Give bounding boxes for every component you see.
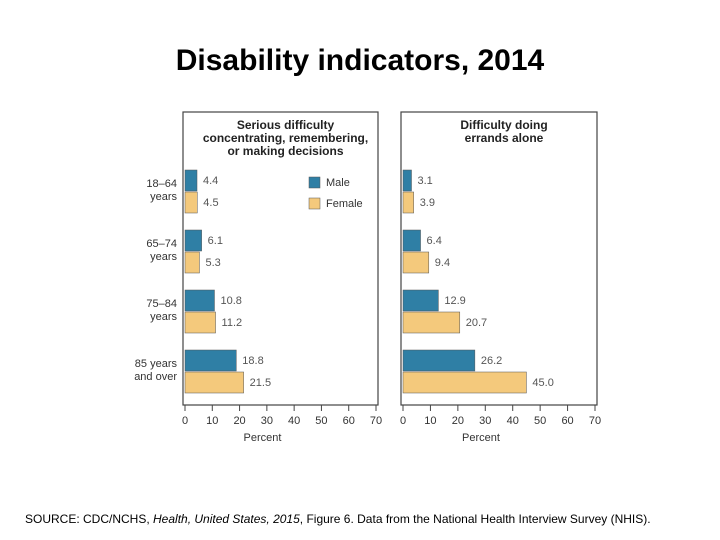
bar bbox=[402, 169, 412, 192]
bar bbox=[184, 169, 198, 192]
panel-title: or making decisions bbox=[227, 144, 343, 158]
x-tick-label: 10 bbox=[206, 415, 218, 427]
source-suffix: , Figure 6. Data from the National Healt… bbox=[300, 512, 651, 526]
legend-label: Female bbox=[326, 198, 363, 210]
value-label: 6.4 bbox=[427, 235, 442, 247]
bar bbox=[402, 229, 421, 252]
value-label: 3.9 bbox=[420, 197, 435, 209]
category-label: years bbox=[150, 251, 177, 263]
panel-title: errands alone bbox=[465, 131, 544, 145]
x-tick-label: 70 bbox=[589, 415, 601, 427]
value-label: 5.3 bbox=[205, 257, 220, 269]
value-label: 20.7 bbox=[466, 317, 487, 329]
bar bbox=[184, 229, 202, 252]
x-tick-label: 50 bbox=[534, 415, 546, 427]
x-axis-label: Percent bbox=[462, 432, 500, 444]
bar bbox=[402, 289, 439, 312]
x-tick-label: 70 bbox=[370, 415, 382, 427]
bar bbox=[184, 311, 216, 334]
bar bbox=[184, 191, 198, 214]
bar bbox=[184, 349, 237, 372]
bar bbox=[184, 371, 244, 394]
value-label: 12.9 bbox=[444, 295, 465, 307]
value-label: 45.0 bbox=[532, 377, 553, 389]
x-tick-label: 50 bbox=[315, 415, 327, 427]
page-title: Disability indicators, 2014 bbox=[176, 44, 545, 77]
value-label: 9.4 bbox=[435, 257, 450, 269]
value-label: 6.1 bbox=[208, 235, 223, 247]
category-label: 85 years bbox=[135, 358, 178, 370]
category-label: 75–84 bbox=[146, 298, 177, 310]
category-label: 65–74 bbox=[146, 238, 177, 250]
x-tick-label: 20 bbox=[452, 415, 464, 427]
x-tick-label: 40 bbox=[288, 415, 300, 427]
category-label: years bbox=[150, 191, 177, 203]
bar bbox=[402, 371, 527, 394]
category-label: 18–64 bbox=[146, 178, 177, 190]
bar bbox=[184, 251, 200, 274]
source-prefix: SOURCE: CDC/NCHS, bbox=[25, 512, 153, 526]
value-label: 26.2 bbox=[481, 355, 502, 367]
panel-title: concentrating, remembering, bbox=[203, 131, 368, 145]
value-label: 4.5 bbox=[203, 197, 218, 209]
category-label: and over bbox=[134, 371, 177, 383]
source-italic: Health, United States, 2015 bbox=[153, 512, 300, 526]
bar bbox=[402, 251, 430, 274]
legend-swatch bbox=[308, 176, 321, 189]
x-tick-label: 40 bbox=[507, 415, 519, 427]
x-tick-label: 0 bbox=[182, 415, 188, 427]
value-label: 10.8 bbox=[220, 295, 241, 307]
panel-title: Difficulty doing bbox=[460, 118, 547, 132]
source-note: SOURCE: CDC/NCHS, Health, United States,… bbox=[25, 512, 651, 526]
x-tick-label: 0 bbox=[400, 415, 406, 427]
x-tick-label: 60 bbox=[343, 415, 355, 427]
x-tick-label: 20 bbox=[233, 415, 245, 427]
bar bbox=[402, 349, 476, 372]
legend-swatch bbox=[308, 197, 321, 210]
x-tick-label: 30 bbox=[479, 415, 491, 427]
value-label: 18.8 bbox=[242, 355, 263, 367]
x-tick-label: 10 bbox=[424, 415, 436, 427]
value-label: 3.1 bbox=[418, 175, 433, 187]
category-label: years bbox=[150, 311, 177, 323]
x-axis-label: Percent bbox=[244, 432, 282, 444]
value-label: 11.2 bbox=[222, 317, 243, 329]
bar bbox=[184, 289, 215, 312]
bar bbox=[402, 191, 414, 214]
x-tick-label: 60 bbox=[561, 415, 573, 427]
panel-title: Serious difficulty bbox=[237, 118, 335, 132]
bar bbox=[402, 311, 461, 334]
x-tick-label: 30 bbox=[261, 415, 273, 427]
legend-label: Male bbox=[326, 177, 350, 189]
value-label: 21.5 bbox=[250, 377, 271, 389]
value-label: 4.4 bbox=[203, 175, 218, 187]
